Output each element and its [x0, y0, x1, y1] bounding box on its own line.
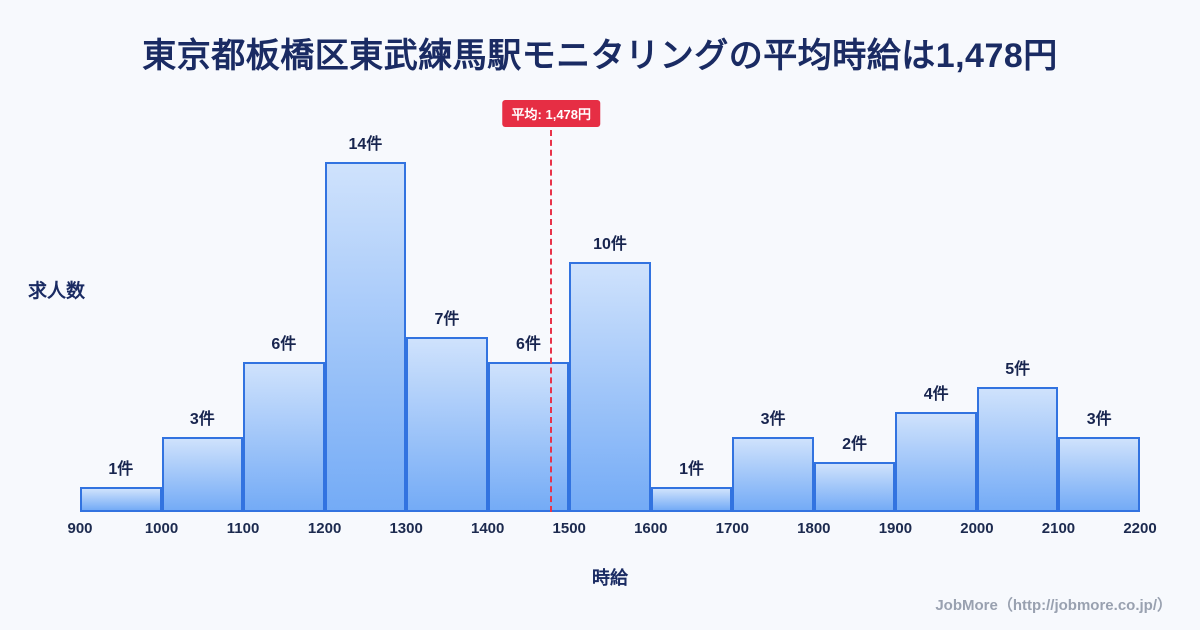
x-tick-label: 1200	[307, 520, 342, 537]
histogram-bar	[161, 437, 244, 512]
x-tick-label: 1000	[144, 520, 179, 537]
average-line	[550, 130, 553, 512]
histogram-bar	[80, 487, 162, 512]
bar-count-label: 14件	[348, 136, 383, 153]
histogram-bar	[569, 262, 651, 512]
histogram-bar	[406, 337, 488, 512]
bar-count-label: 3件	[1086, 411, 1112, 428]
x-tick-label: 900	[67, 520, 93, 537]
histogram-bar	[243, 362, 325, 512]
bar-count-label: 1件	[108, 461, 134, 478]
bar-count-label: 1件	[679, 461, 704, 478]
x-tick-label: 1700	[715, 520, 749, 537]
bar-count-label: 6件	[271, 336, 297, 353]
x-tick-label: 2100	[1041, 520, 1076, 537]
bar-count-label: 10件	[593, 236, 627, 253]
histogram-bar	[324, 162, 407, 512]
x-tick-label: 1900	[878, 520, 913, 537]
x-tick-label: 2200	[1123, 520, 1157, 537]
bar-count-label: 5件	[1005, 361, 1031, 378]
histogram-bar	[650, 487, 733, 512]
histogram-bar	[976, 387, 1059, 512]
histogram-bar	[487, 362, 570, 512]
average-badge: 平均: 1,478円	[502, 100, 601, 127]
x-tick-label: 2000	[960, 520, 994, 537]
bar-count-label: 3件	[189, 411, 215, 428]
x-tick-label: 1100	[226, 520, 260, 537]
bar-count-label: 2件	[842, 436, 868, 453]
y-axis-label: 求人数	[28, 281, 86, 302]
bar-count-label: 6件	[516, 336, 541, 353]
x-axis-label: 時給	[592, 568, 628, 588]
bar-count-label: 3件	[760, 411, 786, 428]
x-tick-label: 1500	[552, 520, 586, 537]
histogram-bar	[813, 462, 896, 512]
bar-count-label: 7件	[434, 311, 460, 328]
histogram-bar	[1058, 437, 1140, 512]
chart-title: 東京都板橋区東武練馬駅モニタリングの平均時給は1,478円	[142, 37, 1058, 75]
histogram-bar	[732, 437, 814, 512]
bar-count-label: 4件	[923, 386, 949, 403]
histogram-bar	[895, 412, 977, 512]
x-tick-label: 1800	[797, 520, 831, 537]
x-ticks: 900 1000 1100 1200 1300 1400 1500 1600 1700 1800 1…	[67, 520, 1156, 542]
x-tick-label: 1300	[389, 520, 423, 537]
x-tick-label: 1600	[634, 520, 668, 537]
footer-credit: JobMore（http://jobmore.co.jp/）	[935, 597, 1172, 614]
plot-area: 平均: 1,478円 1件 3件 6件 14件 7件 6件 10件 1件 3件 2件 4件 5件 3件	[80, 100, 1140, 512]
x-tick-label: 1400	[471, 520, 505, 537]
